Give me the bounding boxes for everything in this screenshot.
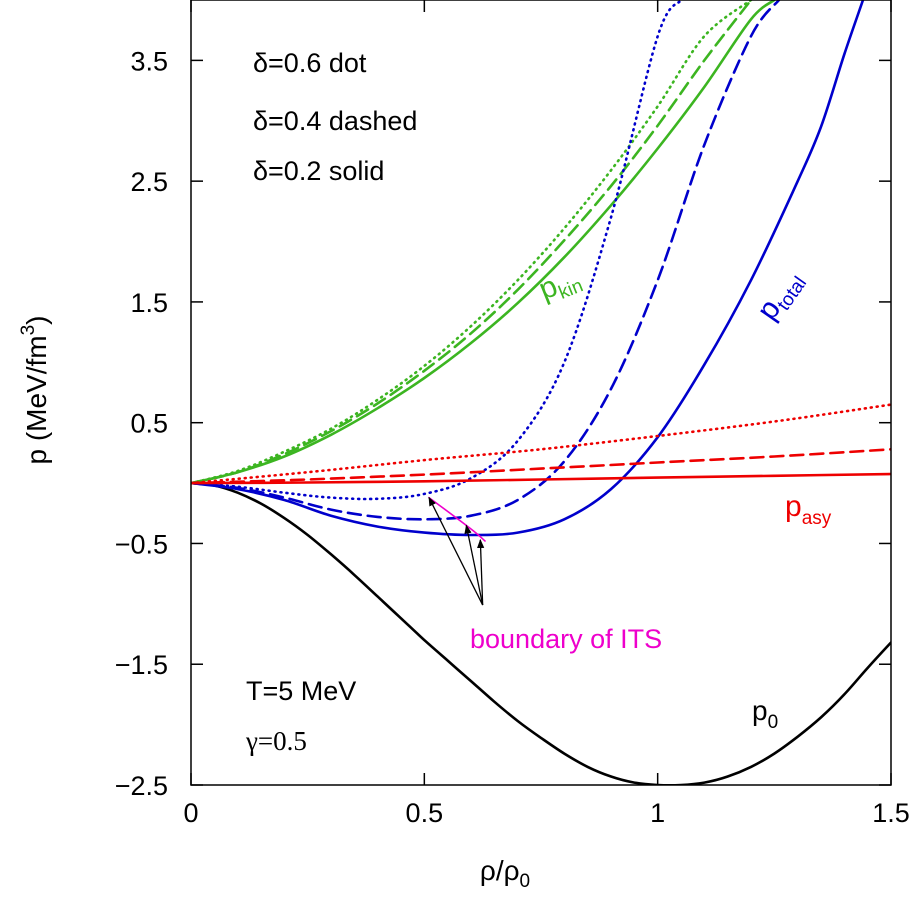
x-tick-label: 1: [650, 798, 665, 828]
series-group: [191, 0, 891, 785]
its-boundary-label: boundary of ITS: [470, 624, 662, 654]
y-tick-label: −1.5: [115, 650, 168, 680]
y-tick-label: −2.5: [115, 771, 168, 801]
series-kin-solid: [191, 0, 776, 485]
series-total-dashed: [191, 0, 781, 521]
x-tick-label: 0: [183, 798, 198, 828]
series-kin-dashed: [191, 0, 753, 485]
p-0-label: p0: [752, 695, 778, 733]
tick-labels: 0 0.5 1 1.5 3.5 2.5 1.5 0.5 −0.5 −1.5 −2.5: [115, 46, 910, 828]
plot-frame: [190, 0, 892, 786]
legend-delta-dashed: δ=0.4 dashed: [253, 106, 417, 136]
y-tick-label: −0.5: [115, 529, 168, 559]
its-arrow: [428, 496, 484, 606]
x-tick-label: 0.5: [406, 798, 444, 828]
its-arrow: [476, 538, 485, 606]
its-arrows: [428, 496, 485, 606]
y-tick-label: 3.5: [130, 46, 168, 76]
p-kin-label: pkin: [534, 261, 586, 311]
temperature-label: T=5 MeV: [246, 676, 356, 706]
x-tick-label: 1.5: [872, 798, 910, 828]
legend-delta-dot: δ=0.6 dot: [253, 48, 367, 78]
series-total-solid: [191, 0, 865, 537]
legend-delta-solid: δ=0.2 solid: [253, 156, 384, 186]
p-total-label: ptotal: [751, 264, 811, 328]
x-axis-title: ρ/ρ0: [480, 855, 530, 892]
series-total-dot: [191, 0, 683, 501]
series-asy-dot: [191, 403, 891, 485]
gamma-label: γ=0.5: [245, 726, 307, 756]
y-tick-label: 1.5: [130, 288, 168, 318]
series-asy-solid: [191, 472, 891, 485]
p-asy-label: pasy: [785, 490, 832, 529]
y-tick-label: 0.5: [130, 409, 168, 439]
series-kin-dot: [191, 0, 753, 485]
series-asy-dashed: [191, 448, 891, 485]
series-p0-solid: [191, 481, 891, 785]
y-tick-label: 2.5: [130, 167, 168, 197]
y-axis-title: p (MeV/fm3): [18, 315, 52, 464]
its-arrow: [464, 524, 484, 606]
